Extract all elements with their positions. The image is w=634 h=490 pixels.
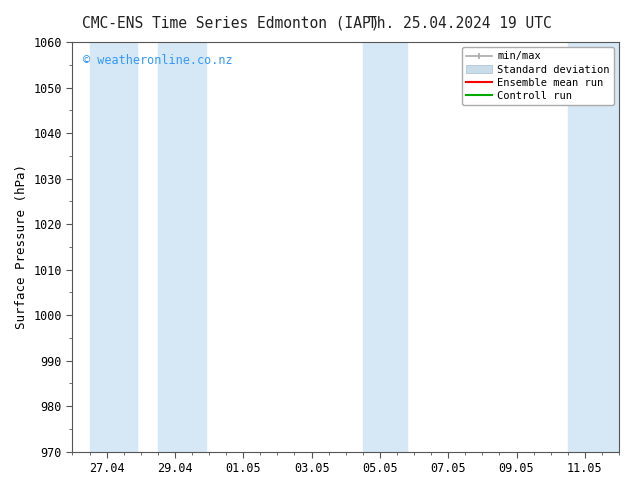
Bar: [158, 42, 205, 452]
Bar: [568, 42, 619, 452]
Bar: [363, 42, 407, 452]
Bar: [89, 42, 138, 452]
Text: © weatheronline.co.nz: © weatheronline.co.nz: [84, 54, 233, 67]
Text: Th. 25.04.2024 19 UTC: Th. 25.04.2024 19 UTC: [368, 16, 552, 31]
Legend: min/max, Standard deviation, Ensemble mean run, Controll run: min/max, Standard deviation, Ensemble me…: [462, 47, 614, 105]
Text: CMC-ENS Time Series Edmonton (IAP): CMC-ENS Time Series Edmonton (IAP): [82, 16, 380, 31]
Y-axis label: Surface Pressure (hPa): Surface Pressure (hPa): [15, 164, 28, 329]
